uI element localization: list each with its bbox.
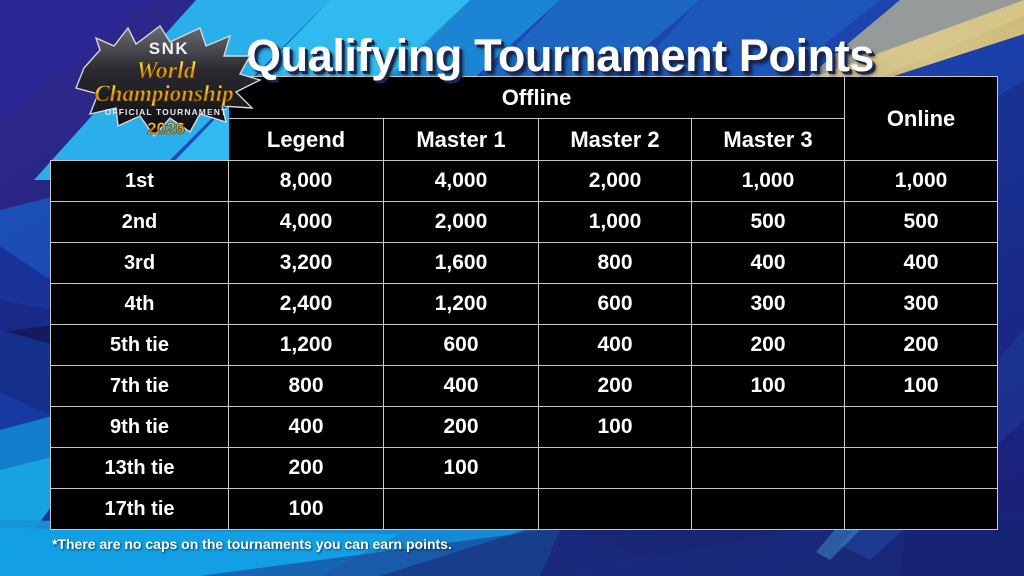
table-row: 7th tie 800 400 200 100 100	[50, 365, 999, 407]
cell-legend: 3,200	[228, 242, 384, 284]
cell-legend: 8,000	[228, 160, 384, 202]
cell-master-3: 400	[690, 242, 846, 284]
cell-legend: 1,200	[228, 324, 384, 366]
cell-online: 100	[844, 365, 999, 407]
cell-legend: 800	[228, 365, 384, 407]
cell-master-2: 200	[538, 365, 692, 407]
page-title: Qualifying Tournament Points	[246, 30, 874, 81]
table-group-header-row: Offline Online	[51, 76, 999, 161]
cell-rank: 4th	[50, 283, 229, 325]
table-row: 17th tie 100	[50, 488, 999, 530]
cell-rank: 13th tie	[50, 447, 229, 489]
cell-master-2: 600	[538, 283, 692, 325]
header-master-1: Master 1	[383, 118, 539, 161]
cell-master-3: 100	[690, 365, 846, 407]
cell-rank: 5th tie	[50, 324, 229, 366]
cell-rank: 9th tie	[50, 406, 229, 448]
cell-master-2	[538, 488, 692, 530]
cell-master-2: 100	[538, 406, 692, 448]
cell-master-1	[383, 488, 539, 530]
cell-master-1: 4,000	[383, 160, 539, 202]
cell-master-2: 800	[538, 242, 692, 284]
cell-legend: 2,400	[228, 283, 384, 325]
cell-master-1: 100	[383, 447, 539, 489]
cell-rank: 2nd	[50, 201, 229, 243]
cell-online	[844, 488, 999, 530]
cell-rank: 3rd	[50, 242, 229, 284]
cell-master-1: 1,200	[383, 283, 539, 325]
cell-master-3: 200	[690, 324, 846, 366]
header-legend: Legend	[228, 118, 384, 161]
cell-online	[844, 447, 999, 489]
points-table-container: Offline Online Legend Master 1 Master 2 …	[50, 76, 999, 530]
cell-online: 200	[844, 324, 999, 366]
table-row: 13th tie 200 100	[50, 447, 999, 489]
cell-legend: 200	[228, 447, 384, 489]
cell-master-3: 500	[690, 201, 846, 243]
cell-master-1: 600	[383, 324, 539, 366]
footnote: *There are no caps on the tournaments yo…	[52, 536, 452, 552]
cell-rank: 7th tie	[50, 365, 229, 407]
cell-master-2: 400	[538, 324, 692, 366]
cell-master-3	[690, 447, 846, 489]
header-corner-blank	[51, 77, 229, 119]
cell-master-1: 1,600	[383, 242, 539, 284]
cell-legend: 4,000	[228, 201, 384, 243]
cell-master-3: 1,000	[690, 160, 846, 202]
cell-master-3	[690, 488, 846, 530]
cell-online: 300	[844, 283, 999, 325]
cell-rank: 1st	[50, 160, 229, 202]
header-offline: Offline	[227, 76, 846, 119]
cell-rank: 17th tie	[50, 488, 229, 530]
table-row: 4th 2,400 1,200 600 300 300	[50, 283, 999, 325]
header-rank-blank	[50, 118, 229, 161]
table-row: 2nd 4,000 2,000 1,000 500 500	[50, 201, 999, 243]
table-body: 1st 8,000 4,000 2,000 1,000 1,000 2nd 4,…	[50, 160, 999, 530]
table-row: 9th tie 400 200 100	[50, 406, 999, 448]
cell-legend: 400	[228, 406, 384, 448]
cell-master-3	[690, 406, 846, 448]
cell-master-3: 300	[690, 283, 846, 325]
cell-online: 500	[844, 201, 999, 243]
cell-master-1: 2,000	[383, 201, 539, 243]
cell-master-1: 200	[383, 406, 539, 448]
table-row: 1st 8,000 4,000 2,000 1,000 1,000	[50, 160, 999, 202]
cell-master-1: 400	[383, 365, 539, 407]
header-master-2: Master 2	[538, 118, 692, 161]
cell-online	[844, 406, 999, 448]
qualifying-points-table: Offline Online Legend Master 1 Master 2 …	[50, 76, 999, 530]
header-master-3: Master 3	[690, 118, 846, 161]
table-column-header-row: Legend Master 1 Master 2 Master 3	[50, 118, 998, 161]
header-online: Online	[844, 76, 999, 161]
cell-master-2: 2,000	[538, 160, 692, 202]
table-row: 5th tie 1,200 600 400 200 200	[50, 324, 999, 366]
cell-master-2	[538, 447, 692, 489]
cell-master-2: 1,000	[538, 201, 692, 243]
cell-online: 1,000	[844, 160, 999, 202]
table-row: 3rd 3,200 1,600 800 400 400	[50, 242, 999, 284]
table-head: Offline Online Legend Master 1 Master 2 …	[50, 76, 999, 161]
cell-legend: 100	[228, 488, 384, 530]
cell-online: 400	[844, 242, 999, 284]
